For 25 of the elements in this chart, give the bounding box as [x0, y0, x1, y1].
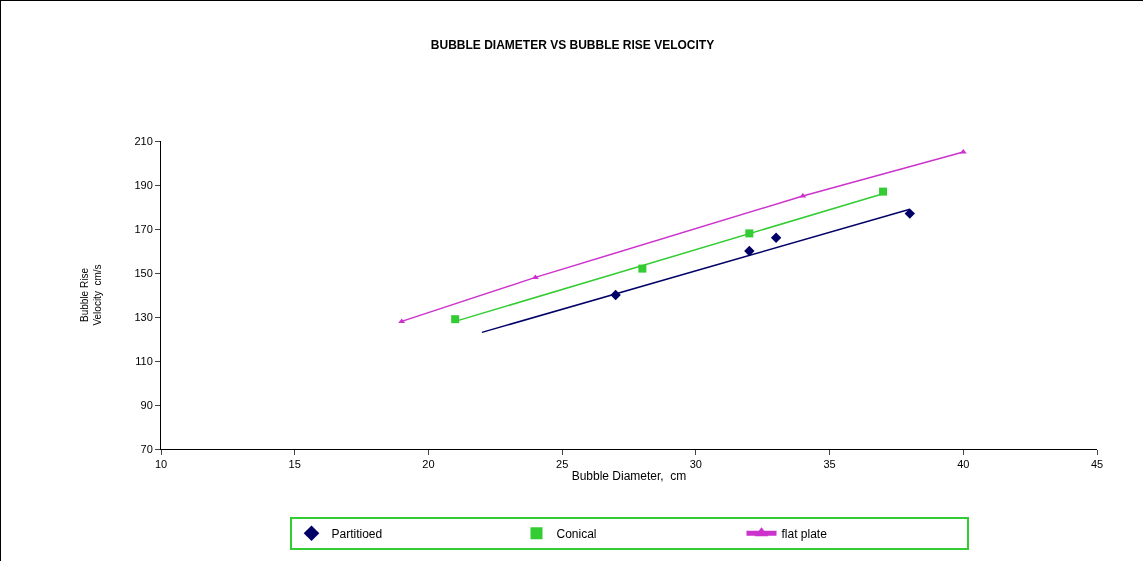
- y-tick-label: 190: [134, 178, 153, 191]
- y-tick-label: 150: [134, 266, 153, 279]
- x-tick-label: 30: [689, 458, 702, 471]
- x-tick-label: 15: [288, 458, 301, 471]
- x-tick-label: 20: [422, 458, 435, 471]
- legend-label: Partitioed: [331, 526, 383, 541]
- y-tick-label: 90: [140, 398, 153, 411]
- point: [770, 232, 782, 243]
- y-tick-label: 210: [134, 134, 153, 147]
- legend-label: flat plate: [781, 526, 828, 541]
- x-axis-title: Bubble Diameter, cm: [571, 469, 687, 484]
- y-tick-label: 130: [134, 310, 153, 323]
- y-tick-label: 170: [134, 222, 153, 235]
- x-tick-label: 45: [1090, 458, 1104, 471]
- y-axis-title: Bubble Rise Velocity cm/s: [79, 264, 104, 326]
- y-tick-label: 110: [135, 354, 153, 367]
- point: [904, 208, 915, 219]
- x-tick-label: 40: [957, 458, 970, 471]
- x-tick-label: 10: [154, 458, 168, 471]
- point: [451, 315, 460, 324]
- legend-label: Conical: [556, 526, 597, 541]
- x-tick-label: 25: [556, 458, 569, 471]
- chart-title: BUBBLE DIAMETER VS BUBBLE RISE VELOCITY: [430, 37, 715, 52]
- x-tick-label: 35: [823, 458, 836, 471]
- y-tick-label: 70: [140, 442, 153, 455]
